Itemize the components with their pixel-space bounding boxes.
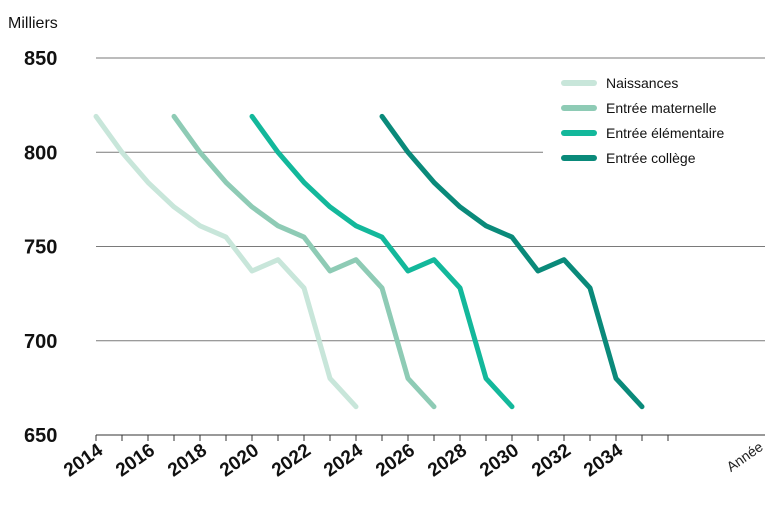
legend-label: Entrée collège <box>606 150 696 166</box>
y-axis-unit-label: Milliers <box>8 15 58 32</box>
x-axis-unit-label: Année <box>723 438 766 474</box>
legend: Naissances Entrée maternelle Entrée élémen… <box>543 68 765 180</box>
x-tick-label: 2032 <box>528 440 575 481</box>
x-tick-labels: 2014 2016 2018 2020 2022 2024 2026 2028 2030 2032… <box>60 440 627 482</box>
x-tick-label: 2020 <box>216 440 263 481</box>
legend-label: Entrée maternelle <box>606 100 717 116</box>
legend-box <box>543 68 765 180</box>
x-tick-marks <box>95 435 669 441</box>
x-tick-label: 2024 <box>320 440 367 482</box>
y-tick-label: 850 <box>24 48 57 70</box>
x-tick-label: 2028 <box>424 440 471 481</box>
series-line-3 <box>249 113 515 410</box>
y-tick-label: 700 <box>24 331 57 353</box>
x-tick-label: 2022 <box>268 440 315 481</box>
series-lines <box>93 113 645 410</box>
x-tick-label: 2030 <box>476 440 523 481</box>
x-tick-label: 2014 <box>60 440 107 482</box>
y-tick-label: 650 <box>24 425 57 447</box>
series-line-2 <box>171 113 437 410</box>
x-tick-label: 2018 <box>164 440 211 481</box>
series-line-4 <box>379 113 645 410</box>
x-tick-label: 2034 <box>580 440 627 482</box>
legend-label: Entrée élémentaire <box>606 125 725 141</box>
y-tick-label: 800 <box>24 142 57 164</box>
y-tick-label: 750 <box>24 237 57 259</box>
series-line-1 <box>93 113 359 410</box>
x-tick-label: 2016 <box>112 440 159 481</box>
y-tick-labels: 850 800 750 700 650 <box>24 48 57 447</box>
x-tick-label: 2026 <box>372 440 419 481</box>
legend-label: Naissances <box>606 75 678 91</box>
